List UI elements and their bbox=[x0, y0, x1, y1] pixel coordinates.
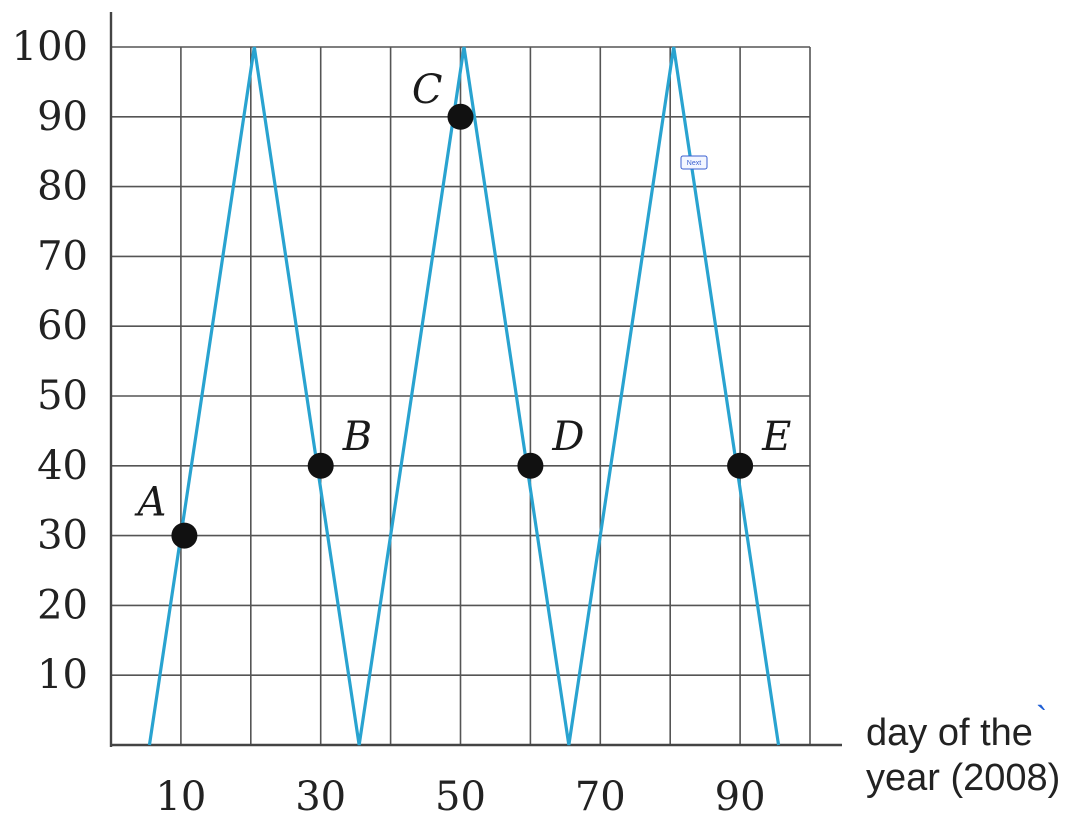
next-stamp-text: Next bbox=[687, 160, 701, 167]
data-point-e bbox=[727, 452, 754, 479]
series-line bbox=[147, 46, 781, 746]
point-label-a: A bbox=[134, 480, 167, 526]
data-point-b bbox=[307, 452, 334, 479]
x-tick-label: 50 bbox=[435, 774, 486, 820]
y-tick-label: 70 bbox=[37, 233, 88, 279]
next-stamp: Next bbox=[680, 155, 708, 170]
x-tick-label: 10 bbox=[155, 774, 206, 820]
x-tick-label: 90 bbox=[715, 774, 766, 820]
y-tick-label: 90 bbox=[37, 94, 88, 140]
y-tick-label: 20 bbox=[37, 582, 88, 628]
x-axis-label-mark: ` bbox=[1036, 700, 1047, 738]
x-tick-label: 30 bbox=[295, 774, 346, 820]
x-axis-label-line-2: year (2008) bbox=[866, 757, 1060, 799]
y-tick-label: 80 bbox=[37, 164, 88, 210]
point-label-d: D bbox=[551, 414, 584, 460]
y-tick-label: 100 bbox=[12, 24, 88, 70]
axes bbox=[109, 12, 842, 747]
y-tick-label: 30 bbox=[37, 513, 88, 559]
y-tick-labels: 10 20 30 40 50 60 70 80 90 100 bbox=[12, 24, 88, 698]
data-point-a bbox=[171, 522, 198, 549]
y-tick-label: 50 bbox=[37, 373, 88, 419]
data-point-c bbox=[447, 103, 474, 130]
points-layer: A B C D E bbox=[134, 67, 791, 549]
y-tick-label: 10 bbox=[37, 652, 88, 698]
data-point-d bbox=[517, 452, 544, 479]
x-axis-label-line-1: day of the bbox=[866, 712, 1033, 754]
y-tick-label: 60 bbox=[37, 303, 88, 349]
grid bbox=[111, 46, 811, 745]
point-label-b: B bbox=[342, 414, 372, 460]
point-label-e: E bbox=[761, 414, 791, 460]
point-label-c: C bbox=[412, 67, 443, 113]
series-layer bbox=[147, 46, 781, 746]
x-tick-label: 70 bbox=[575, 774, 626, 820]
x-tick-labels: 10 30 50 70 90 bbox=[155, 774, 765, 820]
y-tick-label: 40 bbox=[37, 443, 88, 489]
